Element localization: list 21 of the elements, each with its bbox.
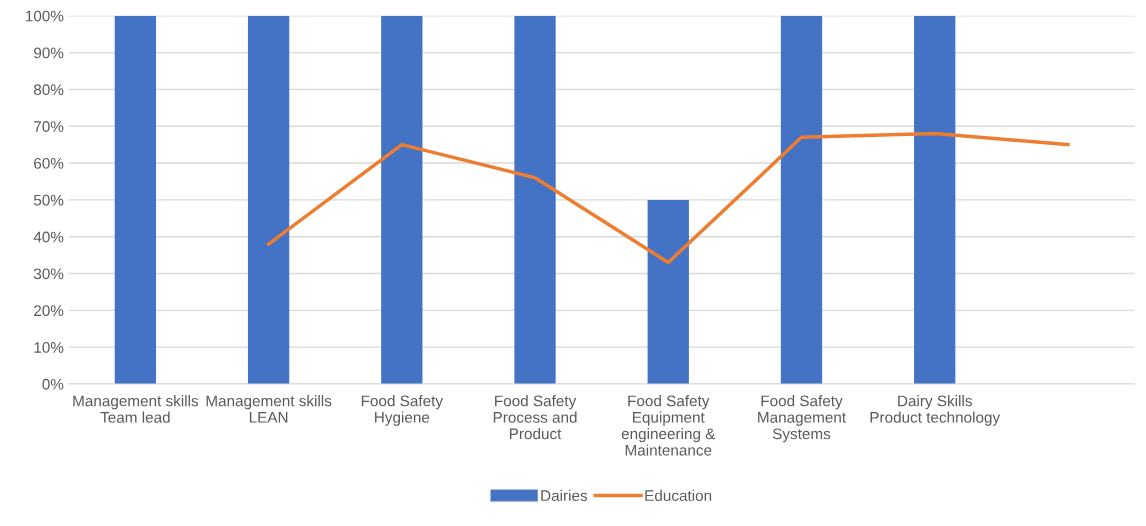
x-tick-label: Management skills LEAN bbox=[206, 395, 332, 423]
y-tick-label: 20% bbox=[34, 305, 64, 317]
x-tick-label: Dairy Skills Product technology bbox=[870, 395, 1001, 426]
y-tick-label: 90% bbox=[34, 47, 64, 59]
y-tick-label: 40% bbox=[33, 231, 64, 243]
y-tick-label: 10% bbox=[34, 342, 64, 353]
x-tick-label: Food Safety Process and Product bbox=[493, 395, 577, 440]
x-tick-label: Management skills Team lead bbox=[73, 395, 199, 423]
y-tick-label: 100% bbox=[25, 10, 64, 22]
x-tick-label: Food Safety Hygiene bbox=[361, 395, 443, 426]
legend-label: Education bbox=[645, 489, 712, 501]
legend-label: Dairies bbox=[541, 489, 588, 501]
y-tick-label: 50% bbox=[33, 194, 64, 206]
y-tick-label: 30% bbox=[33, 268, 64, 280]
x-tick-label: Food Safety Equipment engineering & Maintenance bbox=[621, 395, 716, 456]
x-tick-label: Food Safety Management Systems bbox=[758, 395, 846, 443]
y-tick-label: 70% bbox=[34, 121, 64, 132]
y-tick-label: 60% bbox=[34, 157, 64, 169]
line-series bbox=[266, 131, 1070, 265]
y-tick-label: 80% bbox=[33, 84, 64, 96]
y-tick-label: 0% bbox=[42, 378, 64, 390]
